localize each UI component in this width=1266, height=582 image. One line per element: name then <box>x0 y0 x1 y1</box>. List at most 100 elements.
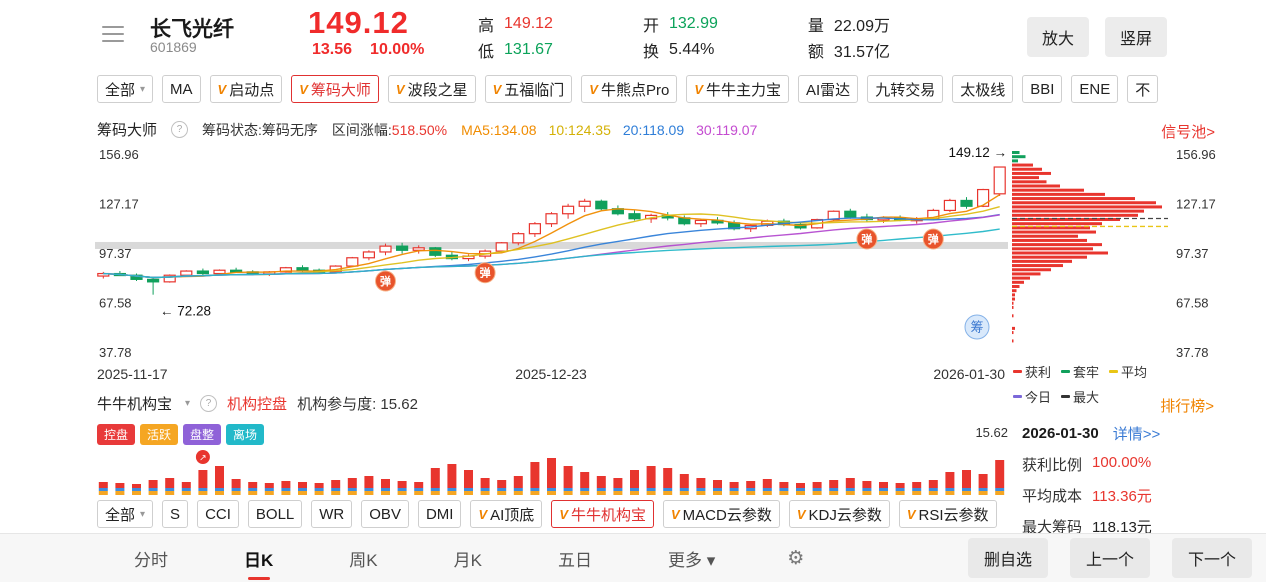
indicator-tab-全部[interactable]: 全部 ▾ <box>97 75 154 103</box>
nav-item-日K[interactable]: 日K <box>244 546 273 580</box>
inst-bar-seg <box>414 491 424 495</box>
sub-indicator-tab-BOLL[interactable]: BOLL <box>247 500 303 528</box>
profile-bar <box>1012 234 1078 238</box>
nav-item-更多[interactable]: 更多 ▾ <box>668 546 715 571</box>
candle-body <box>943 199 957 212</box>
inst-bar-seg <box>513 476 523 488</box>
state-badge-控盘: 控盘 <box>97 424 136 445</box>
inst-bar-seg <box>314 491 324 495</box>
inst-bar-seg <box>729 482 739 488</box>
help-icon[interactable]: ? <box>200 395 218 412</box>
tab-label: RSI云参数 <box>918 506 989 524</box>
detail-link[interactable]: 详情>> <box>1112 426 1161 443</box>
candle-body <box>163 274 176 283</box>
indicator-tab-筹码大师[interactable]: V 筹码大师 <box>291 75 379 103</box>
stat-换: 换 5.44% <box>643 38 718 62</box>
rank-list-link[interactable]: 排行榜> <box>1160 398 1214 415</box>
inst-bar-seg <box>298 482 307 488</box>
bounce-badge <box>922 228 944 250</box>
sub-indicator-tab-KDJ云参数[interactable]: V KDJ云参数 <box>788 500 890 528</box>
inst-bar-seg <box>646 491 656 495</box>
indicator-tab-AI雷达[interactable]: AI雷达 <box>798 75 859 103</box>
inst-bar-seg <box>895 488 905 491</box>
chip-toggle-icon[interactable] <box>964 314 990 340</box>
signal-pool-link[interactable]: 信号池> <box>1161 124 1215 141</box>
indicator-tab-太极线[interactable]: 太极线 <box>952 75 1014 103</box>
settings-gear-icon[interactable]: ⚙ <box>787 547 805 569</box>
institution-bar-chart[interactable]: ↗ <box>0 444 1266 498</box>
sub-indicator-tab-全部[interactable]: 全部 ▾ <box>97 500 154 528</box>
institution-title[interactable]: 牛牛机构宝 <box>97 396 173 413</box>
sub-indicator-tab-牛牛机构宝[interactable]: V 牛牛机构宝 <box>551 500 654 528</box>
sub-indicator-tab-MACD云参数[interactable]: V MACD云参数 <box>663 500 780 528</box>
candle-body <box>545 213 558 225</box>
nav-button-下一个[interactable]: 下一个 <box>1171 538 1252 578</box>
nav-item-五日[interactable]: 五日 <box>558 546 592 571</box>
chevron-down-icon[interactable]: ▾ <box>185 398 191 409</box>
stat-低: 低 131.67 <box>478 38 553 62</box>
indicator-tab-MA[interactable]: MA <box>162 75 201 103</box>
v-logo-icon: V <box>906 506 916 522</box>
y-tick-right: 97.37 <box>1176 246 1209 261</box>
indicator-tab-五福临门[interactable]: V 五福临门 <box>484 75 573 103</box>
indicator-tab-九转交易[interactable]: 九转交易 <box>867 75 944 103</box>
nav-item-分时[interactable]: 分时 <box>134 546 168 571</box>
v-logo-icon: V <box>694 81 703 97</box>
indicator-tab-启动点[interactable]: V 启动点 <box>209 75 283 103</box>
indicator-tab-牛熊点Pro[interactable]: V 牛熊点Pro <box>581 75 678 103</box>
profile-bar <box>1012 326 1015 330</box>
nav-item-周K[interactable]: 周K <box>349 546 377 571</box>
bounce-badge-text: 弹 <box>861 232 872 246</box>
sub-indicator-tab-RSI云参数[interactable]: V RSI云参数 <box>898 500 997 528</box>
profile-bar <box>1012 259 1072 263</box>
inst-bar-seg <box>281 488 291 491</box>
indicator-tab-牛牛主力宝[interactable]: V 牛牛主力宝 <box>686 75 789 103</box>
profile-bar <box>1012 285 1020 288</box>
menu-icon[interactable] <box>102 26 124 42</box>
inst-bar-seg <box>995 488 1005 491</box>
sub-indicator-tab-S[interactable]: S <box>162 500 189 528</box>
inst-bar-seg <box>165 491 175 495</box>
candle-body <box>561 205 575 215</box>
portrait-button[interactable]: 竖屏 <box>1104 17 1167 57</box>
candle-body <box>794 223 807 229</box>
nav-button-上一个[interactable]: 上一个 <box>1069 538 1150 578</box>
indicator-tab-波段之星[interactable]: V 波段之星 <box>387 75 476 103</box>
indicator-tab-BBI[interactable]: BBI <box>1022 75 1063 103</box>
sub-indicator-tab-CCI[interactable]: CCI <box>197 500 239 528</box>
chevron-down-icon: ▾ <box>140 83 146 95</box>
inst-bar-seg <box>165 488 175 491</box>
candlestick-chart[interactable]: 156.96 156.96 127.17 127.17 97.37 97.37 67.58 6… <box>0 145 1266 363</box>
sub-indicator-tab-OBV[interactable]: OBV <box>361 500 409 528</box>
inst-bar-seg <box>132 488 141 491</box>
nav-button-删自选[interactable]: 删自选 <box>967 538 1048 578</box>
indicator-tab-不[interactable]: 不 <box>1127 75 1159 103</box>
tab-label: BOLL <box>255 505 295 523</box>
help-icon[interactable]: ? <box>171 121 189 138</box>
indicator-tab-ENE[interactable]: ENE <box>1071 75 1119 103</box>
inst-bar-seg <box>613 488 623 491</box>
candle-body <box>960 199 973 207</box>
y-tick-left: 127.17 <box>99 196 139 211</box>
price-change-pct: 10.00% <box>370 41 425 58</box>
candle-body <box>147 278 160 283</box>
inst-bar-seg <box>563 488 573 491</box>
inst-bar-seg <box>812 491 822 495</box>
inst-bar-seg <box>879 482 888 488</box>
inst-bar-seg <box>912 491 922 495</box>
v-logo-icon: V <box>217 81 227 97</box>
inst-bar-seg <box>879 488 888 491</box>
legend-mark <box>1061 394 1071 398</box>
nav-item-月K[interactable]: 月K <box>454 546 482 571</box>
sub-indicator-tab-DMI[interactable]: DMI <box>417 500 462 528</box>
y-tick-right: 37.78 <box>1176 345 1209 360</box>
quote-stats: 高 149.12 低 131.67 开 132.99 换 5.44% 量 22.09万额 31.57… <box>478 12 890 62</box>
inst-bar-seg <box>829 488 839 491</box>
sub-indicator-tab-AI顶底[interactable]: V AI顶底 <box>470 500 543 528</box>
sub-indicator-tab-WR[interactable]: WR <box>311 500 353 528</box>
zoom-button[interactable]: 放大 <box>1026 17 1089 57</box>
inst-bar-seg <box>912 482 922 488</box>
inst-bar-seg <box>464 470 473 488</box>
stock-code: 601869 <box>150 39 197 55</box>
